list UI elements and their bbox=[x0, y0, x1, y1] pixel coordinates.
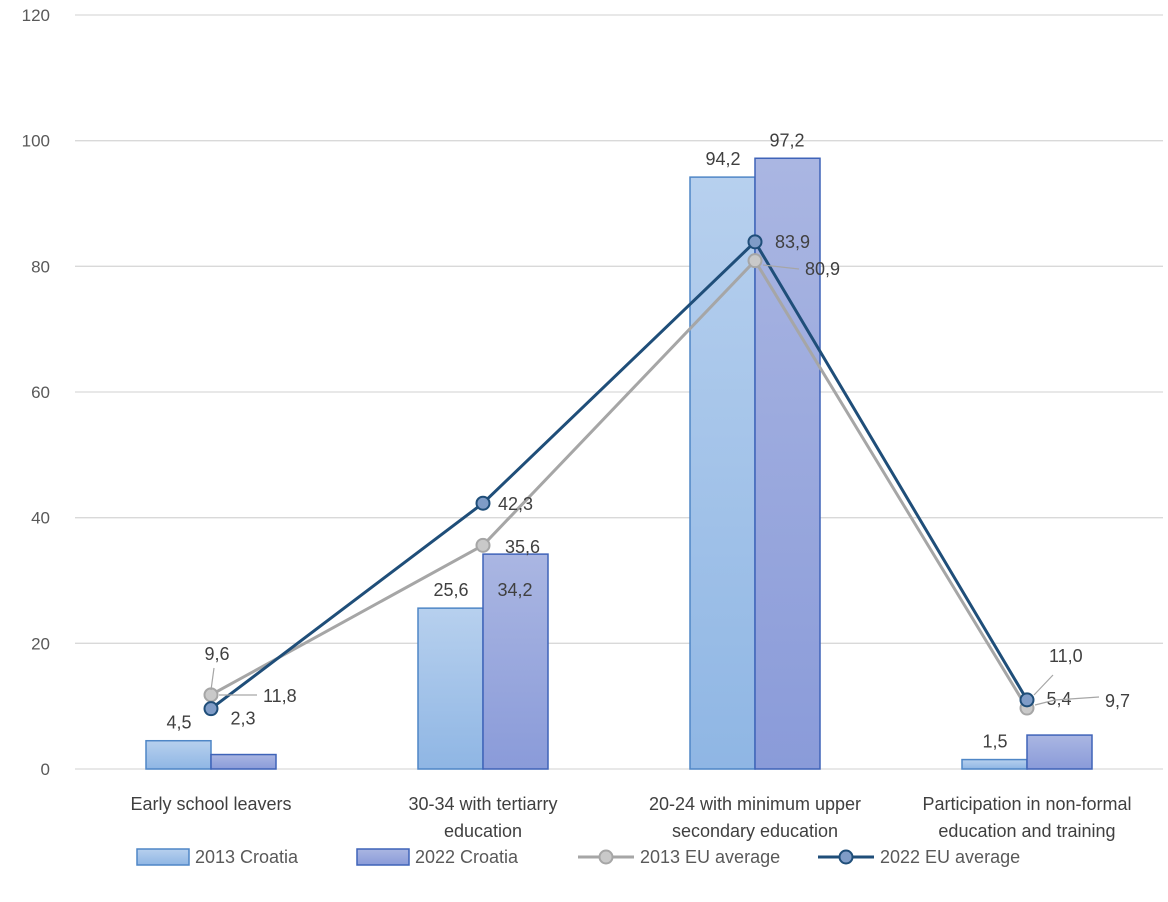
line-2013-eu-average bbox=[210, 259, 1029, 709]
y-tick-label: 20 bbox=[31, 634, 50, 653]
y-tick-label: 80 bbox=[31, 257, 50, 276]
y-tick-label: 40 bbox=[31, 509, 50, 528]
bar-2022-croatia bbox=[210, 753, 277, 770]
bar-2013-croatia bbox=[961, 758, 1028, 770]
line-label-2022-eu-average: 83,9 bbox=[775, 232, 810, 252]
bar-label-2013-croatia: 94,2 bbox=[705, 149, 740, 169]
label-leader-line bbox=[762, 264, 800, 270]
bar-2022-croatia bbox=[482, 553, 549, 770]
y-tick-label: 60 bbox=[31, 383, 50, 402]
x-category-label: education and training bbox=[938, 821, 1115, 841]
legend-item: 2022 EU average bbox=[818, 847, 1020, 867]
legend-item: 2013 Croatia bbox=[136, 847, 299, 867]
y-tick-label: 0 bbox=[41, 760, 50, 779]
line-label-2022-eu-average: 9,6 bbox=[204, 644, 229, 664]
legend-item: 2013 EU average bbox=[578, 847, 780, 867]
y-tick-label: 120 bbox=[22, 6, 50, 25]
bar-2013-croatia bbox=[689, 176, 756, 770]
line-label-2022-eu-average: 11,0 bbox=[1049, 646, 1083, 666]
legend-item: 2022 Croatia bbox=[356, 847, 519, 867]
x-category-label: 20-24 with minimum upper bbox=[649, 794, 861, 814]
bar-label-2022-croatia: 5,4 bbox=[1046, 689, 1071, 709]
bar-label-2022-croatia: 34,2 bbox=[497, 580, 532, 600]
point-2022-eu-average bbox=[203, 701, 219, 717]
legend-label: 2022 Croatia bbox=[415, 847, 519, 867]
label-leader-line bbox=[1033, 674, 1054, 696]
label-leader-line bbox=[1054, 696, 1100, 701]
bar-2013-croatia bbox=[417, 607, 484, 770]
bars bbox=[145, 157, 1093, 770]
x-category-label: Early school leavers bbox=[130, 794, 291, 814]
point-2022-eu-average bbox=[747, 234, 763, 250]
line-2022-eu-average bbox=[210, 240, 1029, 710]
bar-label-2022-croatia: 97,2 bbox=[769, 130, 804, 150]
line-label-2013-eu-average: 11,8 bbox=[263, 686, 297, 706]
x-category-label: secondary education bbox=[672, 821, 838, 841]
x-axis-category-labels: Early school leavers 30-34 with tertiarry… bbox=[130, 794, 1131, 841]
point-2013-eu-average bbox=[475, 537, 491, 553]
bar-label-2013-croatia: 4,5 bbox=[166, 713, 191, 733]
line-label-2013-eu-average: 35,6 bbox=[505, 537, 540, 557]
x-category-label: Participation in non-formal bbox=[922, 794, 1131, 814]
point-2013-eu-average bbox=[747, 253, 763, 269]
label-leader-line bbox=[210, 667, 215, 691]
point-2013-eu-average bbox=[203, 687, 219, 703]
line-label-2022-eu-average: 42,3 bbox=[498, 494, 533, 514]
legend-label: 2022 EU average bbox=[880, 847, 1020, 867]
y-tick-label: 100 bbox=[22, 132, 50, 151]
bar-label-2013-croatia: 25,6 bbox=[433, 580, 468, 600]
point-2022-eu-average bbox=[1019, 692, 1035, 708]
legend-label: 2013 EU average bbox=[640, 847, 780, 867]
data-labels: 4,5 25,6 94,2 1,5 2,3 34,2 97,2 5,4 9,6 11,8 42,3 3… bbox=[166, 130, 1130, 751]
bar-label-2022-croatia: 2,3 bbox=[230, 709, 255, 729]
legend-swatch bbox=[356, 848, 410, 866]
bar-2013-croatia bbox=[145, 739, 212, 770]
line-label-2013-eu-average: 9,7 bbox=[1105, 691, 1130, 711]
x-category-label: education bbox=[444, 821, 522, 841]
point-2022-eu-average bbox=[475, 495, 491, 511]
x-category-label: 30-34 with tertiarry bbox=[408, 794, 557, 814]
lines bbox=[203, 234, 1035, 717]
label-leader-line bbox=[1034, 699, 1056, 706]
bar-label-2013-croatia: 1,5 bbox=[982, 732, 1007, 752]
bar-2022-croatia bbox=[1026, 734, 1093, 770]
legend-label: 2013 Croatia bbox=[195, 847, 299, 867]
legend-swatch-marker bbox=[838, 849, 854, 865]
legend-swatch-marker bbox=[598, 849, 614, 865]
legend: 2013 Croatia 2022 Croatia 2013 EU average 2… bbox=[136, 847, 1020, 867]
y-axis-tick-labels: 0 20 40 60 80 100 120 bbox=[22, 6, 50, 779]
legend-swatch bbox=[136, 848, 190, 866]
line-label-2013-eu-average: 80,9 bbox=[805, 259, 840, 279]
gridlines bbox=[75, 14, 1163, 770]
